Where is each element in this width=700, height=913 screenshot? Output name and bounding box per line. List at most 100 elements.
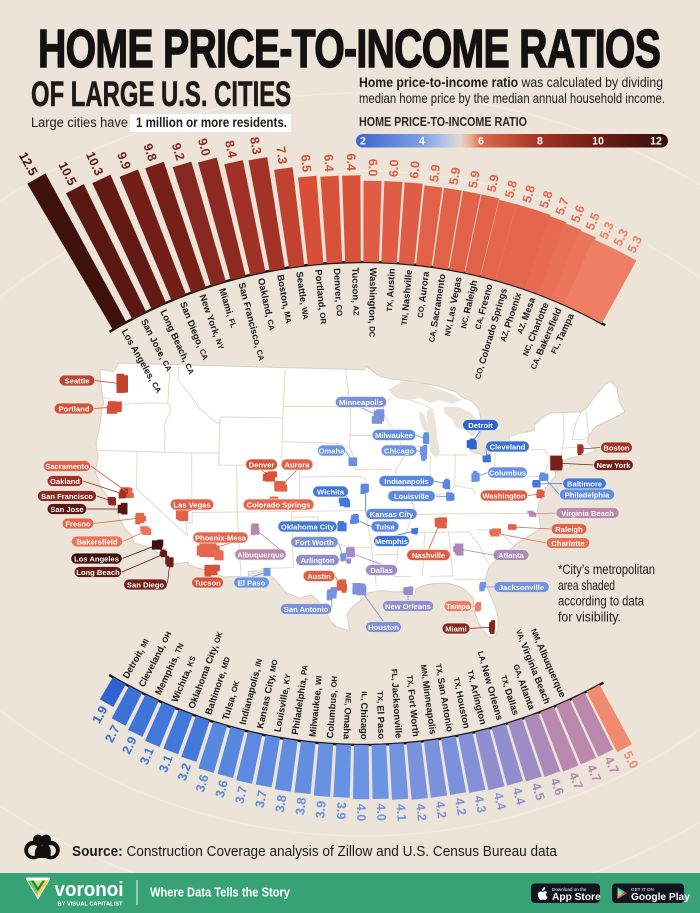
svg-text:Phoenix-Mesa: Phoenix-Mesa xyxy=(195,534,247,543)
svg-text:4.4: 4.4 xyxy=(491,791,509,811)
svg-text:Indianapolis: Indianapolis xyxy=(384,477,428,486)
svg-text:6.0: 6.0 xyxy=(407,160,422,179)
svg-text:Minneapolis: Minneapolis xyxy=(339,398,383,407)
svg-text:3.9: 3.9 xyxy=(334,802,349,820)
svg-text:Fort Worth: Fort Worth xyxy=(295,538,334,547)
svg-text:3.1: 3.1 xyxy=(156,753,175,774)
svg-text:5.8: 5.8 xyxy=(520,184,538,205)
svg-text:4.7: 4.7 xyxy=(566,770,586,791)
svg-text:Austin: Austin xyxy=(307,572,331,581)
svg-text:4.1: 4.1 xyxy=(394,803,409,821)
svg-text:OF LARGE U.S. CITIES: OF LARGE U.S. CITIES xyxy=(31,76,291,115)
svg-text:5.9: 5.9 xyxy=(466,169,483,189)
svg-text:Tulsa: Tulsa xyxy=(375,523,395,532)
svg-text:9.9: 9.9 xyxy=(114,150,134,171)
svg-text:Denver: Denver xyxy=(249,461,275,470)
svg-text:8: 8 xyxy=(537,136,543,148)
svg-text:Milwaukee: Milwaukee xyxy=(375,431,413,440)
svg-text:12: 12 xyxy=(650,136,662,148)
svg-text:10: 10 xyxy=(592,136,604,148)
svg-text:5.8: 5.8 xyxy=(502,179,520,199)
svg-text:Baltimore: Baltimore xyxy=(567,480,602,489)
svg-text:Denver, CO: Denver, CO xyxy=(332,268,346,317)
svg-text:Louisville: Louisville xyxy=(394,492,429,501)
svg-text:9.0: 9.0 xyxy=(195,137,213,157)
svg-text:2: 2 xyxy=(360,136,366,148)
svg-text:5.9: 5.9 xyxy=(427,164,443,183)
svg-text:3.6: 3.6 xyxy=(213,779,231,799)
svg-text:Detroit: Detroit xyxy=(468,421,493,430)
svg-text:5.5: 5.5 xyxy=(583,211,603,233)
svg-text:Download on the: Download on the xyxy=(552,887,587,892)
svg-text:Tampa: Tampa xyxy=(446,602,471,611)
svg-text:Kansas City: Kansas City xyxy=(370,510,414,519)
svg-text:Memphis: Memphis xyxy=(375,537,408,546)
svg-text:5.7: 5.7 xyxy=(553,196,572,217)
svg-text:Arlington: Arlington xyxy=(301,556,335,565)
svg-text:Columbus, OH: Columbus, OH xyxy=(324,675,340,739)
svg-text:6.4: 6.4 xyxy=(321,154,336,172)
svg-text:San Antonio: San Antonio xyxy=(284,605,329,614)
svg-text:HOME PRICE-TO-INCOME RATIO: HOME PRICE-TO-INCOME RATIO xyxy=(359,114,527,129)
svg-text:Washington, DC: Washington, DC xyxy=(367,268,379,338)
svg-text:New York: New York xyxy=(597,461,632,470)
svg-text:4.4: 4.4 xyxy=(510,786,528,807)
svg-text:Miami: Miami xyxy=(445,625,467,634)
svg-text:NE, Omaha: NE, Omaha xyxy=(341,692,354,740)
svg-text:App Store: App Store xyxy=(552,892,601,903)
svg-text:1 million or more residents.: 1 million or more residents. xyxy=(136,115,287,130)
svg-text:6.5: 6.5 xyxy=(298,154,314,173)
svg-text:Omaha: Omaha xyxy=(319,447,346,456)
svg-text:Washington: Washington xyxy=(482,492,526,501)
svg-text:Houston: Houston xyxy=(368,623,399,632)
svg-text:Google Play: Google Play xyxy=(631,892,690,903)
svg-text:4.2: 4.2 xyxy=(433,800,449,819)
svg-text:5.3: 5.3 xyxy=(597,220,617,242)
svg-text:4.7: 4.7 xyxy=(601,754,621,776)
svg-text:3.6: 3.6 xyxy=(193,773,211,794)
svg-text:9.8: 9.8 xyxy=(140,142,159,163)
svg-text:according to data: according to data xyxy=(558,594,644,609)
svg-text:4.2: 4.2 xyxy=(452,797,469,817)
svg-text:Tucson, AZ: Tucson, AZ xyxy=(350,267,362,316)
svg-text:San Jose: San Jose xyxy=(50,505,83,514)
svg-text:Oakland: Oakland xyxy=(50,477,80,486)
svg-text:3.8: 3.8 xyxy=(273,794,289,813)
svg-text:Home price-to-income ratio was: Home price-to-income ratio was calculate… xyxy=(359,75,663,90)
svg-text:3.8: 3.8 xyxy=(293,797,309,816)
svg-text:median home price by the media: median home price by the median annual h… xyxy=(359,91,665,106)
svg-text:4.5: 4.5 xyxy=(529,781,548,802)
svg-text:Wichita: Wichita xyxy=(317,488,345,497)
svg-text:Virginia Beach: Virginia Beach xyxy=(561,509,614,518)
svg-text:3.1: 3.1 xyxy=(137,745,157,767)
svg-text:4.6: 4.6 xyxy=(547,776,566,797)
svg-text:Aurora: Aurora xyxy=(285,461,311,470)
svg-text:Tucson: Tucson xyxy=(194,579,221,588)
svg-text:6.0: 6.0 xyxy=(366,159,380,177)
svg-text:3.9: 3.9 xyxy=(313,800,328,819)
svg-text:3.7: 3.7 xyxy=(253,789,270,809)
svg-text:5.8: 5.8 xyxy=(537,189,556,210)
svg-text:4.0: 4.0 xyxy=(374,803,389,821)
svg-text:5.6: 5.6 xyxy=(568,203,587,224)
svg-text:Fresno: Fresno xyxy=(65,520,91,529)
svg-text:5.3: 5.3 xyxy=(611,227,631,249)
svg-text:5.9: 5.9 xyxy=(447,166,464,185)
svg-text:San Francisco: San Francisco xyxy=(41,492,93,501)
svg-text:Source: Construction Coverage: Source: Construction Coverage analysis o… xyxy=(72,844,558,860)
svg-text:9.2: 9.2 xyxy=(169,141,188,162)
svg-text:area shaded: area shaded xyxy=(558,578,615,593)
svg-text:Where Data Tells the Story: Where Data Tells the Story xyxy=(150,886,290,900)
svg-text:TX, Austin: TX, Austin xyxy=(384,268,397,312)
svg-text:6: 6 xyxy=(478,136,484,148)
svg-text:Portland: Portland xyxy=(59,405,90,414)
svg-text:3.2: 3.2 xyxy=(175,761,194,782)
svg-text:5.9: 5.9 xyxy=(484,173,502,193)
svg-text:4.0: 4.0 xyxy=(354,804,368,822)
svg-text:IL, Chicago: IL, Chicago xyxy=(359,691,370,739)
svg-text:HOME PRICE-TO-INCOME RATIOS: HOME PRICE-TO-INCOME RATIOS xyxy=(38,18,660,79)
svg-text:FL, Jacksonville: FL, Jacksonville xyxy=(389,669,405,739)
svg-text:GET IT ON: GET IT ON xyxy=(631,887,654,892)
svg-text:4.7: 4.7 xyxy=(584,762,604,784)
svg-text:Columbus: Columbus xyxy=(489,469,526,478)
